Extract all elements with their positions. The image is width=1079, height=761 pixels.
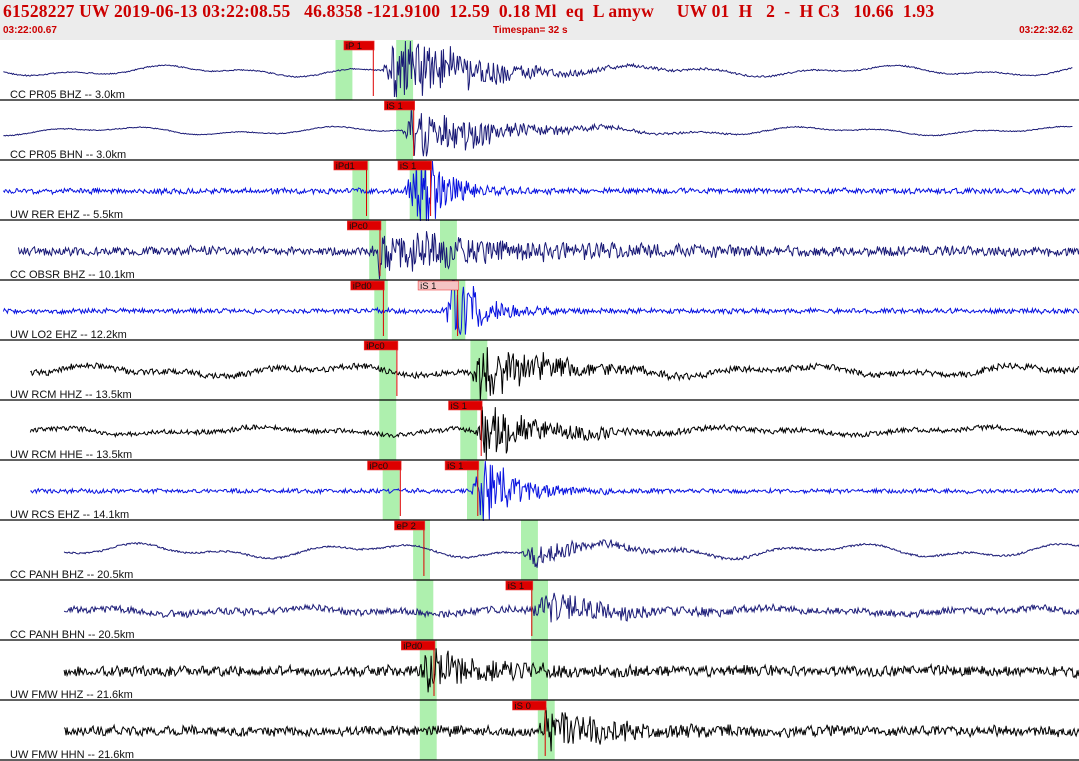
pick-flag[interactable] [363, 340, 399, 351]
pick-flag[interactable] [448, 400, 483, 411]
phase-band [470, 340, 488, 400]
waveform-trace [30, 347, 1079, 402]
station-label: UW LO2 EHZ -- 12.2km [10, 329, 127, 341]
pick-label: iP 1 [346, 41, 362, 52]
waveform-trace [29, 406, 1079, 460]
pick-flag[interactable] [350, 280, 385, 291]
panel-dividers [0, 99, 1079, 761]
waveform-trace [3, 40, 1073, 98]
station-label: UW FMW HHN -- 21.6km [10, 749, 134, 761]
end-time-label: 03:22:32.62 [1019, 25, 1073, 36]
station-label: UW FMW HHZ -- 21.6km [10, 689, 133, 701]
pick-label: iS 1 [420, 281, 436, 292]
pick-flag[interactable] [394, 520, 426, 531]
pick-flag[interactable] [512, 700, 547, 711]
station-label: UW RCM HHE -- 13.5km [10, 449, 132, 461]
pick-label: iS 1 [400, 161, 416, 172]
waveform-trace [63, 539, 1079, 568]
waveform-trace [2, 280, 1079, 335]
station-label: CC PR05 BHN -- 3.0km [10, 149, 126, 161]
pick-flag[interactable] [417, 280, 459, 291]
waveform-traces [2, 40, 1079, 752]
pick-flag[interactable] [343, 40, 375, 51]
pick-label: iS 1 [447, 461, 463, 472]
phase-picks: iP 1 iS 1 iPd1 iS 1 iPc0 iPd0 iS 1 iPc0 iS 1 iPc0… [333, 40, 547, 756]
phase-band [396, 100, 414, 160]
pick-label: iPc0 [370, 461, 388, 472]
station-labels: CC PR05 BHZ -- 3.0km CC PR05 BHN -- 3.0km… [10, 89, 135, 761]
phase-band [379, 340, 397, 400]
pick-flag[interactable] [384, 100, 415, 111]
phase-band [440, 220, 457, 280]
phase-band [382, 460, 400, 520]
pick-label: iPd1 [336, 161, 355, 172]
station-label: UW RCM HHZ -- 13.5km [10, 389, 132, 401]
pick-label: iS 1 [508, 581, 524, 592]
waveform-trace [30, 460, 1079, 522]
event-header: 61528227 UW 2019-06-13 03:22:08.55 46.83… [0, 0, 1079, 40]
phase-band [521, 520, 538, 580]
pick-flag[interactable] [444, 460, 480, 471]
phase-band [531, 580, 548, 640]
event-title: 61528227 UW 2019-06-13 03:22:08.55 46.83… [3, 1, 935, 21]
pick-flag[interactable] [505, 580, 534, 591]
pick-flag[interactable] [333, 160, 368, 171]
timespan-label: Timespan= 32 s [493, 25, 568, 36]
pick-label: iS 0 [515, 701, 531, 712]
station-label: UW RCS EHZ -- 14.1km [10, 509, 129, 521]
station-label: CC PR05 BHZ -- 3.0km [10, 89, 125, 101]
waveform-trace [63, 648, 1079, 693]
phase-band [419, 640, 437, 700]
pick-flag[interactable] [367, 460, 402, 471]
station-label: CC OBSR BHZ -- 10.1km [10, 269, 135, 281]
station-label: UW RER EHZ -- 5.5km [10, 209, 123, 221]
pick-label: eP 2 [397, 521, 416, 532]
pick-label: iPd0 [353, 281, 372, 292]
phase-band [379, 400, 397, 460]
seismogram-plot[interactable]: iP 1 iS 1 iPd1 iS 1 iPc0 iPd0 iS 1 iPc0 iS 1 iPc0… [0, 40, 1079, 761]
station-label: CC PANH BHN -- 20.5km [10, 629, 134, 641]
waveform-trace [3, 103, 1073, 157]
pick-label: iS 1 [386, 101, 402, 112]
waveform-trace [63, 592, 1079, 623]
start-time-label: 03:22:00.67 [3, 25, 57, 36]
waveform-trace [63, 707, 1079, 752]
phase-band [413, 520, 430, 580]
pick-label: iS 1 [451, 401, 467, 412]
pick-flag[interactable] [397, 160, 432, 171]
pick-label: iPc0 [349, 221, 367, 232]
phase-band [374, 280, 388, 340]
phase-band [416, 580, 434, 640]
pick-label: iPc0 [366, 341, 384, 352]
pick-label: iPd0 [403, 641, 422, 652]
waveform-trace [2, 160, 1076, 222]
pick-flag[interactable] [400, 640, 436, 651]
station-label: CC PANH BHZ -- 20.5km [10, 569, 133, 581]
waveform-trace [18, 231, 1079, 280]
pick-flag[interactable] [346, 220, 382, 231]
